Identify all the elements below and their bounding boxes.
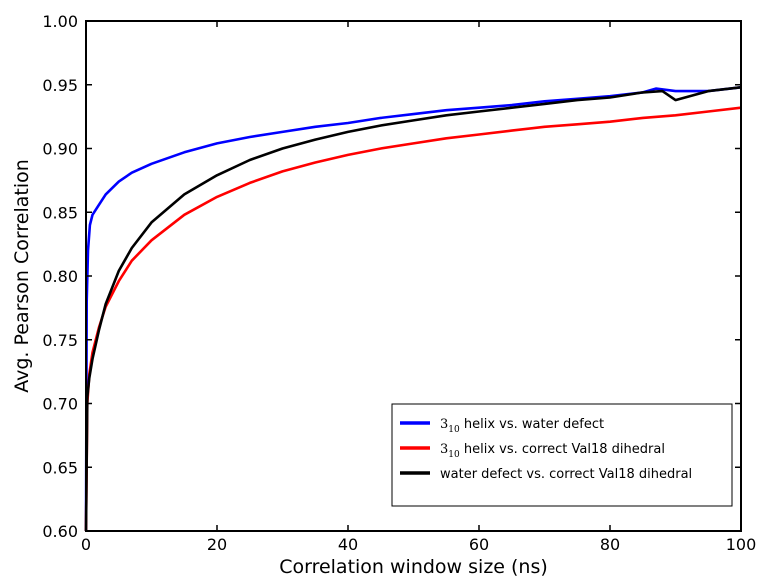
y-tick-label: 0.95 — [42, 76, 78, 95]
x-tick-label: 100 — [726, 535, 757, 554]
x-axis-label: Correlation window size (ns) — [279, 556, 548, 578]
x-tick-label: 20 — [207, 535, 227, 554]
y-tick-label: 0.75 — [42, 331, 78, 350]
y-tick-label: 0.90 — [42, 140, 78, 159]
legend-entry-1: 310 helix vs. water defect — [440, 417, 604, 435]
y-tick-label: 0.85 — [42, 203, 78, 222]
axis-ticks: 0 20 40 60 80 100 0.60 0.65 0.70 0.75 0.80 0.85 0.90… — [42, 12, 756, 554]
y-tick-label: 0.80 — [42, 267, 78, 286]
x-tick-label: 40 — [338, 535, 358, 554]
y-tick-label: 0.60 — [42, 522, 78, 541]
x-tick-label: 80 — [600, 535, 620, 554]
legend-entry-3: water defect vs. correct Val18 dihedral — [440, 467, 692, 482]
legend-box — [391, 403, 733, 507]
legend: 310 helix vs. water defect 310 helix vs. … — [391, 403, 733, 507]
series-layer — [84, 86, 742, 532]
y-axis-label: Avg. Pearson Correlation — [11, 159, 33, 393]
series-line-3 — [84, 86, 742, 532]
legend-entry-2: 310 helix vs. correct Val18 dihedral — [440, 442, 665, 460]
x-tick-label: 0 — [81, 535, 91, 554]
y-tick-label: 0.65 — [42, 458, 78, 477]
y-tick-label: 0.70 — [42, 395, 78, 414]
y-tick-label: 1.00 — [42, 12, 78, 31]
x-tick-label: 60 — [469, 535, 489, 554]
